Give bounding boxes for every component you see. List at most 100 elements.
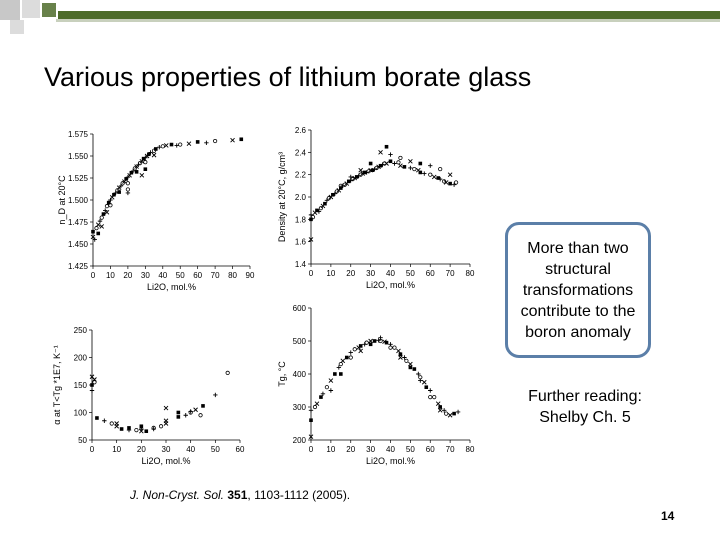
data-point bbox=[310, 215, 316, 220]
x-tick-label: 80 bbox=[466, 269, 475, 278]
data-point bbox=[344, 355, 349, 360]
data-point bbox=[408, 165, 413, 171]
data-point bbox=[442, 179, 447, 184]
data-point bbox=[96, 231, 101, 236]
data-point bbox=[183, 413, 188, 418]
data-point bbox=[412, 166, 417, 172]
data-point bbox=[339, 186, 343, 190]
y-tick-label: 2.2 bbox=[295, 171, 307, 180]
callout-text: More than two structural transformations… bbox=[520, 239, 636, 341]
data-point bbox=[316, 209, 322, 214]
x-tick-label: 50 bbox=[211, 445, 220, 454]
citation: J. Non-Cryst. Sol. 351, 1103-1112 (2005)… bbox=[130, 488, 350, 502]
y-axis-label: n_D at 20°C bbox=[57, 175, 67, 225]
data-point bbox=[198, 413, 203, 418]
data-point bbox=[436, 176, 440, 180]
data-point bbox=[101, 212, 106, 216]
x-tick-label: 0 bbox=[91, 271, 96, 280]
data-point bbox=[319, 395, 323, 399]
data-point bbox=[113, 190, 118, 196]
data-point bbox=[117, 190, 121, 194]
data-point bbox=[201, 404, 205, 408]
x-tick-label: 0 bbox=[90, 445, 95, 454]
axis-line bbox=[92, 134, 250, 267]
data-point bbox=[404, 358, 409, 363]
data-point bbox=[418, 161, 423, 166]
data-point bbox=[163, 405, 169, 411]
y-tick-label: 1.450 bbox=[68, 240, 89, 249]
data-point bbox=[416, 371, 421, 377]
x-tick-label: 30 bbox=[141, 271, 150, 280]
data-point bbox=[368, 342, 373, 347]
data-point bbox=[324, 385, 330, 390]
data-point bbox=[342, 182, 347, 187]
data-point bbox=[129, 170, 134, 175]
data-point bbox=[388, 159, 393, 164]
x-tick-label: 60 bbox=[193, 271, 202, 280]
data-point bbox=[336, 365, 342, 370]
refractive-index-plot: 0 10 20 30 40 50 60 70 80 90 1.425 1.450 1.475 1.500 1… bbox=[57, 130, 255, 292]
y-tick-label: 1.575 bbox=[68, 130, 89, 139]
data-point bbox=[392, 161, 397, 166]
y-tick-label: 2.0 bbox=[295, 193, 307, 202]
data-point bbox=[437, 176, 443, 182]
data-point bbox=[213, 392, 218, 398]
data-point bbox=[89, 388, 95, 393]
x-tick-label: 40 bbox=[386, 269, 395, 278]
data-point bbox=[315, 208, 319, 213]
data-point bbox=[358, 348, 364, 354]
expansion-coefficient-plot: 0 10 20 30 40 50 60 50 100 150 200 250 Li2O, mol.% α … bbox=[52, 326, 245, 466]
data-point bbox=[308, 237, 314, 242]
x-axis-label: Li2O, mol.% bbox=[366, 456, 415, 466]
data-point bbox=[324, 198, 330, 203]
data-point bbox=[94, 226, 99, 231]
data-point bbox=[144, 429, 149, 433]
data-point bbox=[398, 352, 403, 356]
x-tick-label: 50 bbox=[406, 269, 415, 278]
data-point bbox=[91, 229, 95, 234]
data-point bbox=[147, 152, 151, 157]
data-point bbox=[127, 426, 131, 430]
citation-volume: 351 bbox=[227, 488, 248, 502]
data-point bbox=[412, 367, 417, 371]
x-tick-label: 30 bbox=[366, 269, 375, 278]
y-axis-label: Tg, °C bbox=[277, 361, 287, 387]
data-point bbox=[120, 181, 125, 186]
data-point bbox=[392, 345, 397, 350]
data-point bbox=[326, 196, 331, 201]
data-point bbox=[139, 428, 144, 434]
data-point bbox=[104, 210, 110, 215]
data-point bbox=[323, 201, 327, 206]
y-tick-label: 1.550 bbox=[68, 152, 89, 161]
data-point bbox=[320, 391, 326, 396]
data-point bbox=[109, 421, 114, 426]
data-point bbox=[169, 142, 174, 147]
x-tick-label: 40 bbox=[158, 271, 167, 280]
data-point bbox=[448, 181, 452, 186]
y-tick-label: 2.6 bbox=[295, 126, 307, 135]
data-point bbox=[119, 427, 124, 431]
y-tick-label: 1.425 bbox=[68, 262, 89, 271]
data-point bbox=[141, 156, 146, 161]
data-point bbox=[348, 174, 353, 180]
data-point bbox=[97, 218, 103, 224]
data-point bbox=[204, 140, 209, 145]
y-tick-label: 600 bbox=[293, 304, 307, 313]
data-point bbox=[384, 161, 389, 166]
data-point bbox=[444, 411, 449, 416]
data-point bbox=[318, 206, 324, 211]
data-point bbox=[352, 347, 357, 352]
data-point bbox=[441, 408, 447, 413]
y-tick-label: 50 bbox=[78, 436, 87, 445]
data-point bbox=[364, 340, 369, 345]
data-point bbox=[350, 177, 355, 182]
data-point bbox=[354, 175, 359, 179]
data-point bbox=[143, 167, 148, 171]
axis-line bbox=[310, 130, 470, 265]
y-tick-label: 200 bbox=[74, 354, 88, 363]
data-point bbox=[398, 163, 403, 169]
x-tick-label: 70 bbox=[446, 269, 455, 278]
citation-journal: J. Non-Cryst. Sol. bbox=[130, 488, 225, 502]
x-tick-label: 90 bbox=[246, 271, 255, 280]
data-point bbox=[418, 378, 423, 383]
